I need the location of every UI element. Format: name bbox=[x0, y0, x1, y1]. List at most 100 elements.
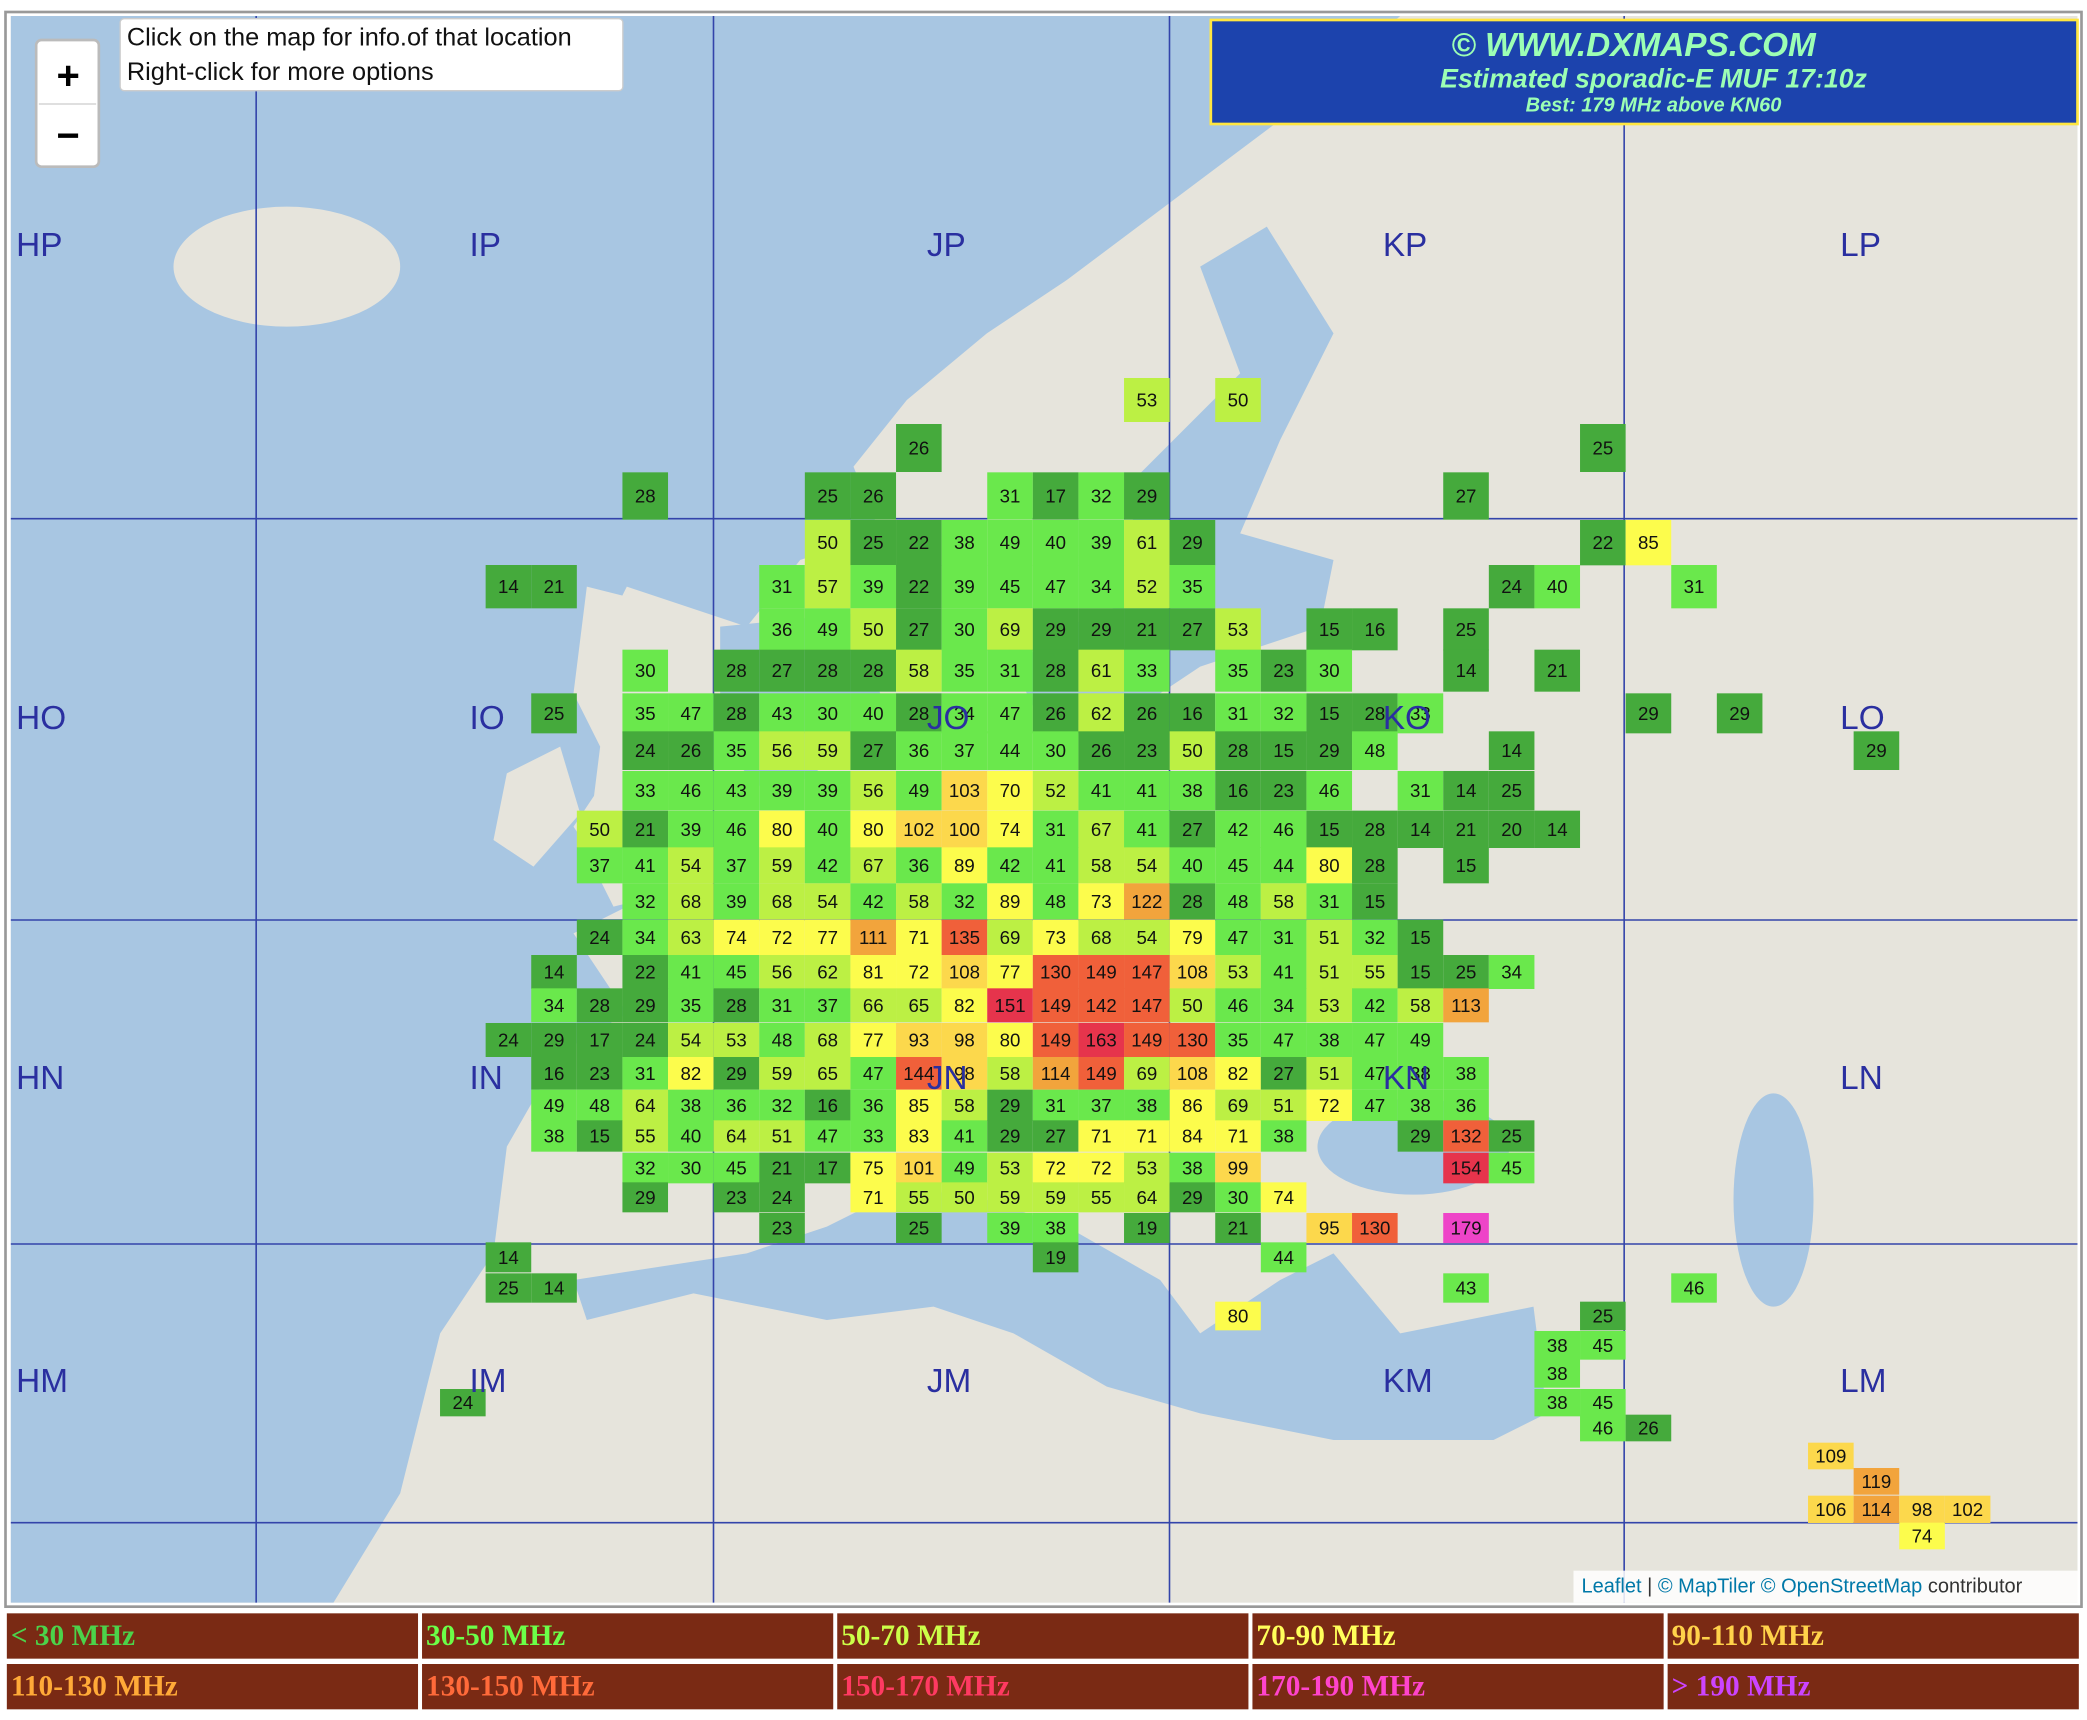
muf-value: 59 bbox=[1000, 1187, 1021, 1208]
muf-cell bbox=[622, 472, 669, 520]
muf-value: 73 bbox=[1045, 927, 1066, 948]
muf-cell bbox=[1078, 608, 1125, 651]
locator-label: JM bbox=[927, 1363, 971, 1400]
muf-value: 45 bbox=[1000, 576, 1021, 597]
muf-cell bbox=[531, 1273, 577, 1303]
muf-value: 179 bbox=[1450, 1218, 1481, 1239]
muf-value: 55 bbox=[635, 1126, 656, 1147]
muf-cell bbox=[1306, 883, 1353, 920]
muf-cell bbox=[804, 1023, 851, 1057]
legend-label: 90-110 MHz bbox=[1672, 1620, 1824, 1652]
muf-value: 30 bbox=[1228, 1187, 1249, 1208]
muf-value: 25 bbox=[908, 1218, 929, 1239]
muf-value: 27 bbox=[1182, 619, 1203, 640]
muf-value: 38 bbox=[1547, 1363, 1568, 1384]
muf-cell bbox=[1124, 1182, 1170, 1213]
muf-cell bbox=[850, 810, 897, 848]
muf-value: 16 bbox=[817, 1095, 838, 1116]
muf-value: 38 bbox=[1547, 1392, 1568, 1413]
muf-cell bbox=[1260, 649, 1307, 692]
maptiler-link[interactable]: © MapTiler bbox=[1658, 1576, 1756, 1598]
muf-value: 26 bbox=[863, 486, 884, 507]
muf-value: 85 bbox=[1638, 532, 1659, 553]
muf-value: 147 bbox=[1131, 995, 1162, 1016]
muf-value: 36 bbox=[726, 1095, 747, 1116]
muf-cell bbox=[1716, 693, 1763, 734]
muf-value: 31 bbox=[635, 1063, 656, 1084]
muf-value: 14 bbox=[544, 962, 565, 983]
muf-value: 29 bbox=[1410, 1126, 1431, 1147]
osm-link[interactable]: © OpenStreetMap bbox=[1761, 1576, 1922, 1598]
header-box: © WWW.DXMAPS.COM Estimated sporadic-E MU… bbox=[1209, 18, 2079, 126]
muf-value: 50 bbox=[1228, 390, 1249, 411]
locator-label: HM bbox=[16, 1363, 68, 1400]
muf-cell bbox=[1078, 731, 1125, 770]
muf-value: 45 bbox=[726, 1158, 747, 1179]
muf-value: 53 bbox=[1000, 1158, 1021, 1179]
muf-cell bbox=[713, 883, 760, 920]
muf-cell bbox=[1260, 1242, 1307, 1273]
muf-value: 66 bbox=[863, 995, 884, 1016]
muf-value: 23 bbox=[1273, 660, 1294, 681]
muf-cell bbox=[1352, 919, 1398, 955]
muf-value: 46 bbox=[1684, 1278, 1705, 1299]
locator-label: HO bbox=[16, 700, 66, 737]
muf-cell bbox=[576, 1057, 623, 1090]
muf-value: 57 bbox=[817, 576, 838, 597]
muf-cell bbox=[1124, 472, 1170, 520]
muf-cell bbox=[1306, 810, 1353, 848]
muf-value: 82 bbox=[1228, 1063, 1249, 1084]
muf-cell bbox=[1260, 919, 1307, 955]
muf-value: 30 bbox=[1045, 740, 1066, 761]
muf-cell bbox=[896, 520, 942, 566]
ireland bbox=[493, 746, 581, 867]
muf-value: 28 bbox=[1045, 660, 1066, 681]
muf-value: 122 bbox=[1131, 891, 1162, 912]
muf-value: 16 bbox=[1228, 780, 1249, 801]
muf-value: 15 bbox=[1319, 619, 1340, 640]
muf-cell bbox=[1534, 810, 1581, 848]
muf-cell bbox=[1215, 1152, 1261, 1184]
muf-value: 72 bbox=[772, 927, 793, 948]
muf-value: 29 bbox=[1866, 740, 1887, 761]
muf-value: 154 bbox=[1450, 1158, 1481, 1179]
muf-cell bbox=[987, 955, 1033, 989]
muf-cell bbox=[896, 1213, 942, 1243]
muf-value: 45 bbox=[1592, 1392, 1613, 1413]
muf-value: 46 bbox=[1228, 995, 1249, 1016]
muf-value: 51 bbox=[1319, 927, 1340, 948]
zoom-in[interactable]: + bbox=[56, 54, 79, 98]
legend-label: 30-50 MHz bbox=[426, 1620, 565, 1652]
muf-value: 38 bbox=[1182, 780, 1203, 801]
muf-cell bbox=[987, 608, 1033, 651]
muf-cell bbox=[1032, 520, 1079, 566]
muf-value: 34 bbox=[1091, 576, 1112, 597]
muf-value: 130 bbox=[1359, 1218, 1390, 1239]
muf-value: 42 bbox=[863, 891, 884, 912]
muf-cell bbox=[804, 847, 851, 884]
zoom-out[interactable]: − bbox=[56, 114, 79, 158]
muf-cell bbox=[1032, 1120, 1079, 1152]
muf-value: 35 bbox=[726, 740, 747, 761]
muf-cell bbox=[485, 1023, 532, 1057]
muf-cell bbox=[1306, 693, 1353, 734]
muf-cell bbox=[1488, 810, 1535, 848]
muf-cell bbox=[850, 988, 897, 1023]
muf-value: 48 bbox=[589, 1095, 610, 1116]
muf-value: 114 bbox=[1041, 1063, 1071, 1084]
muf-value: 30 bbox=[635, 660, 656, 681]
locator-label: KP bbox=[1383, 227, 1427, 264]
muf-cell bbox=[1260, 1120, 1307, 1152]
muf-value: 36 bbox=[908, 855, 929, 876]
muf-cell bbox=[1078, 1182, 1125, 1213]
muf-value: 29 bbox=[1182, 532, 1203, 553]
muf-cell bbox=[987, 810, 1033, 848]
muf-value: 37 bbox=[817, 995, 838, 1016]
muf-cell bbox=[713, 731, 760, 770]
muf-value: 41 bbox=[680, 962, 701, 983]
muf-value: 37 bbox=[589, 855, 610, 876]
muf-cell bbox=[850, 565, 897, 609]
leaflet-link[interactable]: Leaflet bbox=[1582, 1576, 1642, 1598]
muf-value: 14 bbox=[1501, 740, 1522, 761]
